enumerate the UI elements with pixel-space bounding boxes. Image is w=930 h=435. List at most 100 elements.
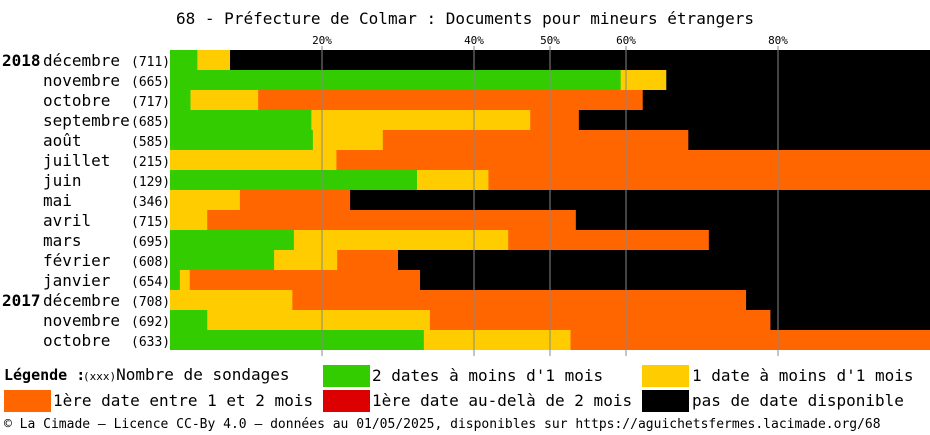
legend-swatch-orange (4, 390, 51, 412)
row-month-label: décembre (43, 291, 120, 310)
bar-segment-green (170, 110, 312, 130)
row-month-label: avril (43, 211, 91, 230)
bar-segment-yellow (170, 290, 293, 310)
x-tick-label: 80% (768, 34, 788, 47)
row-count-label: (129) (131, 175, 170, 190)
row-count-label: (715) (131, 215, 170, 230)
bar-segment-green (170, 130, 314, 150)
footer-credits: © La Cimade — Licence CC-By 4.0 — donnée… (4, 417, 881, 432)
bar-segment-black (230, 50, 930, 70)
bar-segment-green (170, 170, 418, 190)
row-count-label: (692) (131, 315, 170, 330)
bar-segment-yellow (207, 310, 431, 330)
bar-segment-black (642, 90, 930, 110)
bar-segment-yellow (423, 330, 571, 350)
bar-segment-green (170, 70, 622, 90)
row-month-label: juillet (43, 151, 110, 170)
legend-count-hint: (xxx)Nombre de sondages (83, 364, 290, 388)
legend-swatch-green (323, 365, 370, 387)
row-month-label: juin (43, 171, 82, 190)
bar-segment-black (666, 70, 930, 90)
stacked-bar-chart: 2018 décembre (711)novembre (665)octobre (71… (2, 34, 930, 356)
row-count-label: (685) (131, 115, 170, 130)
row-count-label: (708) (131, 295, 170, 310)
bar-segment-yellow (311, 110, 531, 130)
row-count-label: (215) (131, 155, 170, 170)
bar-segment-yellow (197, 50, 231, 70)
bar-segment-green (170, 270, 181, 290)
bar-segment-yellow (417, 170, 489, 190)
legend-title: Légende : (4, 366, 86, 384)
x-tick-label: 60% (616, 34, 636, 47)
bar-segment-orange (258, 90, 644, 110)
row-year-label: 2018 (2, 51, 41, 70)
bar-segment-yellow (179, 270, 191, 290)
bar-segment-orange (530, 110, 580, 130)
bar-segment-black (398, 250, 930, 270)
bar-segment-green (170, 50, 198, 70)
row-count-label: (585) (131, 135, 170, 150)
bar-segment-black (708, 230, 930, 250)
bar-segment-yellow (170, 190, 241, 210)
legend-count-hint-symbol: (xxx) (83, 370, 117, 383)
bar-segment-orange (207, 210, 577, 230)
x-tick-label: 50% (540, 34, 560, 47)
row-count-label: (717) (131, 95, 170, 110)
row-year-label: 2017 (2, 291, 41, 310)
row-month-label: septembre (43, 111, 130, 130)
bar-segment-black (770, 310, 930, 330)
x-tick-label: 20% (312, 34, 332, 47)
row-month-label: mai (43, 191, 72, 210)
bar-segment-black (578, 110, 930, 130)
bar-segment-orange (336, 150, 930, 170)
row-month-label: août (43, 131, 82, 150)
row-count-label: (633) (131, 335, 170, 350)
row-month-label: octobre (43, 91, 110, 110)
legend-count-hint-text: Nombre de sondages (116, 365, 290, 384)
bar-segment-yellow (620, 70, 667, 90)
row-count-label: (695) (131, 235, 170, 250)
row-count-label: (608) (131, 255, 170, 270)
legend-label-orange: 1ère date entre 1 et 2 mois (53, 391, 314, 410)
bar-segment-orange (189, 270, 421, 290)
bar-segment-yellow (170, 210, 208, 230)
bar-segment-orange (488, 170, 930, 190)
bar-segment-black (575, 210, 930, 230)
bar-segment-orange (292, 290, 747, 310)
chart-title: 68 - Préfecture de Colmar : Documents po… (176, 9, 754, 28)
bar-segment-green (170, 330, 425, 350)
bar-segment-yellow (293, 230, 509, 250)
row-month-label: octobre (43, 331, 110, 350)
bar-segment-black (420, 270, 930, 290)
legend-label-red: 1ère date au-delà de 2 mois (372, 391, 633, 410)
bar-segment-green (170, 230, 295, 250)
bar-segment-orange (337, 250, 399, 270)
legend-swatch-black (642, 390, 689, 412)
bar-segment-black (350, 190, 930, 210)
bar-segment-yellow (312, 130, 384, 150)
bar-segment-green (170, 90, 191, 110)
row-count-label: (346) (131, 195, 170, 210)
legend-label-yellow: 1 date à moins d'1 mois (692, 366, 914, 385)
bar-segment-orange (570, 330, 930, 350)
row-month-label: mars (43, 231, 82, 250)
legend-swatch-red (323, 390, 370, 412)
bar-segment-orange (508, 230, 710, 250)
legend-label-black: pas de date disponible (692, 391, 904, 410)
row-month-label: février (43, 251, 111, 270)
bar-segment-black (746, 290, 930, 310)
legend-swatch-yellow (642, 365, 689, 387)
bar-segment-yellow (170, 150, 337, 170)
row-month-label: novembre (43, 71, 120, 90)
bar-segment-yellow (274, 250, 338, 270)
row-month-label: décembre (43, 51, 120, 70)
legend-label-green: 2 dates à moins d'1 mois (372, 366, 604, 385)
row-month-label: janvier (43, 271, 111, 290)
bar-segment-orange (382, 130, 689, 150)
bar-segment-orange (239, 190, 351, 210)
bar-segment-yellow (190, 90, 259, 110)
row-count-label: (665) (131, 75, 170, 90)
bar-segment-black (688, 130, 930, 150)
x-tick-label: 40% (464, 34, 484, 47)
bar-segment-green (170, 310, 208, 330)
